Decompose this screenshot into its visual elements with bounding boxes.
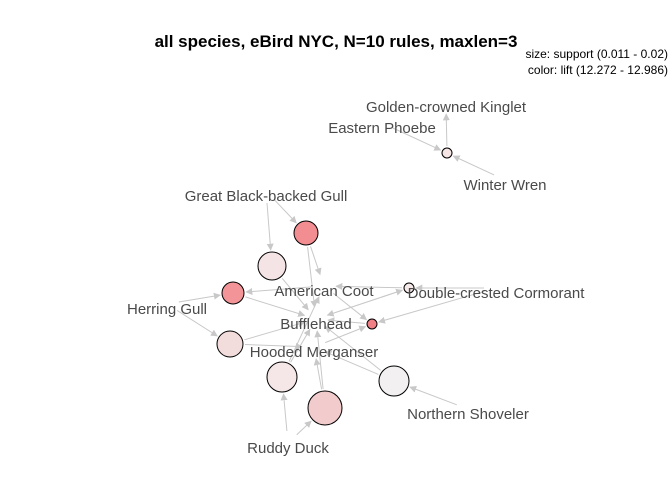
edge-american_coot-to-r4	[245, 286, 313, 296]
item-label-eastern-phoebe: Eastern Phoebe	[328, 120, 436, 137]
edge-r4-to-bufflehead	[245, 296, 306, 317]
item-labels: Golden-crowned Kinglet Eastern Phoebe Wint…	[127, 99, 585, 457]
item-label-great-black-backed-gull: Great Black-backed Gull	[185, 188, 348, 205]
item-label-ruddy-duck: Ruddy Duck	[247, 440, 329, 457]
edge-eastern_phoebe-to-r1	[392, 127, 442, 151]
rule-node-r9	[378, 365, 410, 397]
edge-ruddy_duck-to-r7	[280, 393, 288, 432]
edge-r7-to-american_coot	[288, 296, 320, 362]
edge-ruddy_duck-to-r8	[296, 420, 312, 436]
edge-herring_gull-to-r6	[176, 309, 218, 337]
edge-r2-to-american_coot	[310, 246, 322, 276]
edge-hooded_merganser-to-r10	[325, 325, 367, 344]
edges	[176, 113, 495, 436]
rule-node-r6	[216, 330, 244, 358]
edge-r10-to-bufflehead	[327, 317, 366, 325]
edge-r9-to-hooded_merganser	[324, 350, 379, 375]
edge-r3-to-bufflehead	[281, 277, 309, 311]
item-label-bufflehead: Bufflehead	[280, 316, 351, 333]
rule-node-r5	[403, 282, 415, 294]
rule-node-r3	[257, 251, 287, 281]
edge-great_black_backed_gull-to-r2	[273, 199, 297, 224]
edge-northern_shoveler-to-r9	[409, 385, 457, 406]
edge-r9-to-bufflehead	[324, 326, 382, 371]
edge-winter_wren-to-r1	[452, 155, 495, 176]
edge-r7-to-bufflehead	[290, 328, 311, 363]
rule-node-r8	[307, 390, 343, 426]
edge-american_coot-to-r10	[333, 293, 368, 321]
plot-title: all species, eBird NYC, N=10 rules, maxl…	[155, 32, 518, 51]
rule-node-r2	[293, 220, 319, 246]
rule-node-r4	[221, 281, 245, 305]
edge-r6-to-bufflehead	[244, 320, 306, 341]
legend-color: color: lift (12.272 - 12.986)	[528, 63, 668, 77]
edge-herring_gull-to-r4	[178, 292, 221, 303]
item-label-herring-gull: Herring Gull	[127, 301, 207, 318]
edge-r6-to-hooded_merganser	[244, 342, 303, 350]
item-label-golden-crowned-kinglet: Golden-crowned Kinglet	[366, 99, 527, 116]
item-label-northern-shoveler: Northern Shoveler	[407, 406, 529, 423]
rule-node-r1	[441, 147, 453, 159]
rule-node-r7	[266, 361, 298, 393]
edge-r8-to-hooded_merganser	[313, 358, 323, 390]
item-label-american-coot: American Coot	[274, 283, 374, 300]
edge-great_black_backed_gull-to-r3	[266, 202, 274, 251]
rule-nodes	[216, 147, 453, 426]
edge-bufflehead-to-r5	[327, 288, 404, 316]
rule-node-r10	[366, 318, 378, 330]
item-label-winter-wren: Winter Wren	[463, 177, 546, 194]
legend-size: size: support (0.011 - 0.02)	[525, 47, 668, 61]
edge-r1-to-golden_crowned_kinglet	[442, 113, 450, 147]
edge-double_crested_cormorant-to-r10	[378, 290, 485, 324]
edge-r5-to-american_coot	[335, 282, 403, 290]
item-label-double-crested-cormorant: Double-crested Cormorant	[408, 285, 586, 302]
item-label-hooded-merganser: Hooded Merganser	[250, 344, 378, 361]
